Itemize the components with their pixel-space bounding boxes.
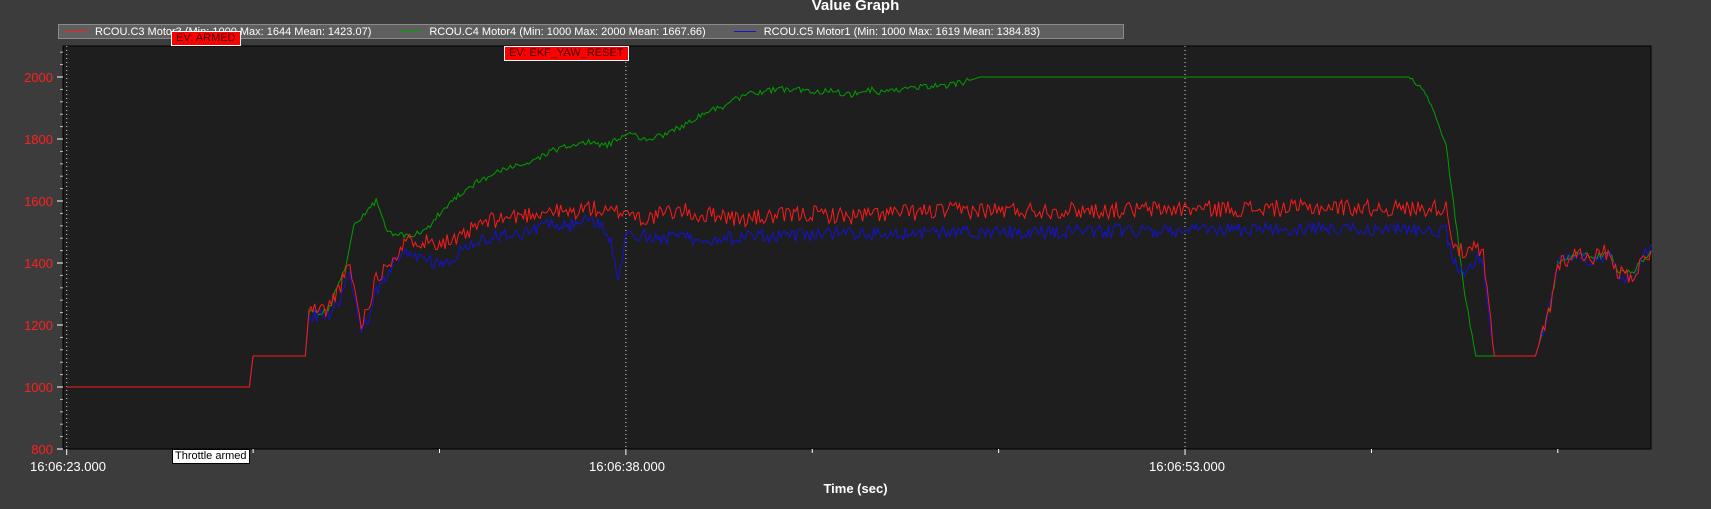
x-axis: [66, 449, 1559, 455]
y-tick-label: 1400: [24, 256, 53, 271]
y-tick-label: 800: [31, 442, 53, 457]
x-tick-label: 16:06:23.000: [30, 459, 106, 474]
legend[interactable]: RCOU.C3 Motor3 (Min: 1000 Max: 1644 Mean…: [58, 24, 1124, 39]
annotation-throttle-armed[interactable]: Throttle armed: [172, 449, 250, 464]
series-line-motor1: [66, 214, 1652, 388]
graph-title: Value Graph: [811, 0, 900, 14]
legend-swatch-motor3: [65, 31, 87, 32]
y-tick-label: 1200: [24, 318, 53, 333]
event-tag-ekf-yaw-reset[interactable]: EV: EKF_YAW_RESET: [504, 46, 629, 61]
legend-swatch-motor1: [733, 31, 756, 32]
legend-label-motor4: RCOU.C4 Motor4 (Min: 1000 Max: 2000 Mean…: [429, 25, 706, 38]
legend-item-motor1[interactable]: RCOU.C5 Motor1 (Min: 1000 Max: 1619 Mean…: [733, 25, 1041, 38]
y-tick-label: 1000: [24, 380, 53, 395]
legend-swatch-motor4: [399, 31, 422, 32]
series-line-motor3: [66, 197, 1652, 388]
y-tick-label: 2000: [24, 70, 53, 85]
x-axis-title: Time (sec): [823, 481, 888, 496]
event-tag-armed[interactable]: EV: ARMED: [171, 31, 241, 46]
y-axis: 800 1000 1200 1400 1600 1800 2000: [24, 51, 63, 457]
y-tick-label: 1600: [24, 194, 53, 209]
x-tick-label: 16:06:53.000: [1149, 459, 1225, 474]
legend-label-motor1: RCOU.C5 Motor1 (Min: 1000 Max: 1619 Mean…: [763, 25, 1041, 38]
series-line-motor4: [66, 76, 1652, 388]
y-tick-label: 1800: [24, 132, 53, 147]
series-group: [66, 76, 1652, 388]
legend-item-motor4[interactable]: RCOU.C4 Motor4 (Min: 1000 Max: 2000 Mean…: [399, 25, 706, 38]
x-tick-label: 16:06:38.000: [589, 459, 665, 474]
plot-area: [62, 45, 1652, 450]
